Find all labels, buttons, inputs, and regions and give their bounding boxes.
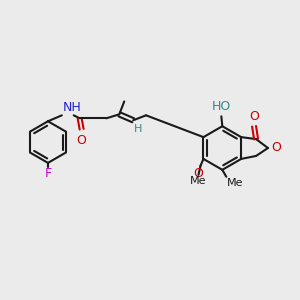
Text: NH: NH (63, 101, 82, 114)
Text: O: O (271, 140, 281, 154)
Text: H: H (134, 124, 142, 134)
Text: O: O (77, 134, 87, 147)
Text: O: O (194, 167, 203, 180)
Text: Me: Me (190, 176, 207, 186)
Text: HO: HO (212, 100, 231, 113)
Text: F: F (44, 167, 52, 180)
Text: O: O (249, 110, 259, 123)
Text: Me: Me (227, 178, 244, 188)
